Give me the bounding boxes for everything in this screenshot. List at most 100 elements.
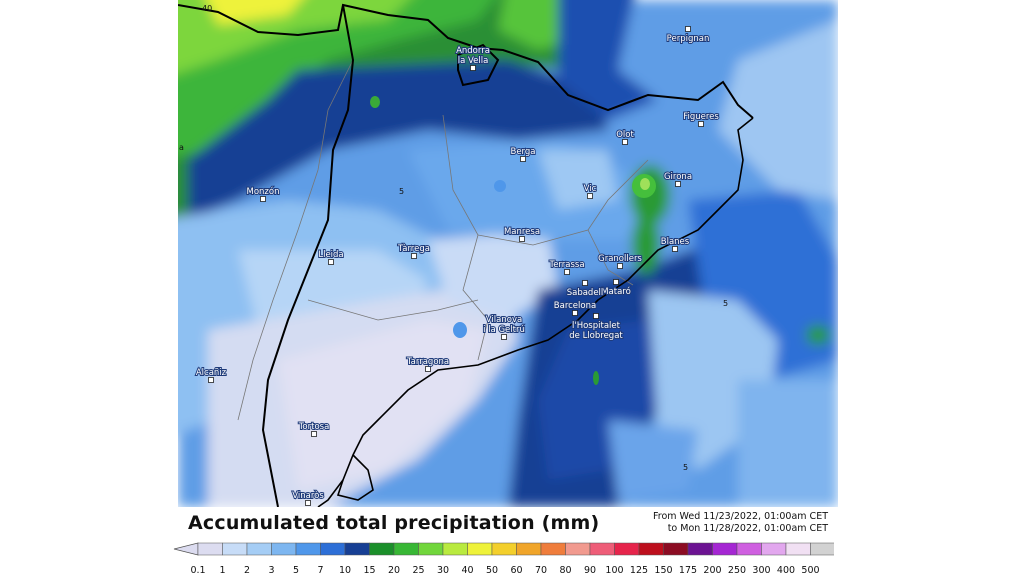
coastline: [317, 117, 754, 507]
legend-tick-label: 250: [728, 565, 746, 575]
legend-swatch: [516, 542, 542, 556]
color-legend: 0.1 1 2 3 5 7 10 15 20 25 30 40 50 60 70 80 90 100 125 150 1…: [172, 541, 859, 576]
city-label: Olot: [616, 130, 634, 140]
city-marker: Vinaròs: [291, 489, 325, 506]
legend-swatch: [565, 542, 591, 556]
legend-swatch: [810, 542, 836, 556]
legend-swatch: [320, 542, 346, 556]
city-marker: Barcelona: [553, 300, 597, 316]
city-marker: Perpignan: [666, 26, 710, 45]
legend-tick-label: 175: [679, 565, 697, 575]
legend-tick-label: 5: [293, 565, 299, 575]
city-label: Figueres: [683, 112, 719, 122]
city-label: Blanes: [661, 237, 690, 247]
city-marker: Monzón: [246, 185, 280, 202]
city-marker: Tortosa: [297, 421, 330, 437]
city-marker: Vilanova i la Geltrú: [482, 314, 526, 340]
legend-swatch: [197, 542, 223, 556]
city-markers: Perpignan Andorra la Vella Figueres Olot Berg…: [195, 26, 720, 506]
city-label: Barcelona: [554, 301, 596, 311]
legend-swatch: [271, 542, 297, 556]
legend-swatch: [442, 542, 468, 556]
legend-swatch: [344, 542, 370, 556]
contour-label: 5: [399, 187, 404, 196]
legend-tick-label: 10: [339, 565, 351, 575]
legend-tick-label: 30: [437, 565, 449, 575]
legend-swatch: [589, 542, 615, 556]
legend-tick-label: 7: [317, 565, 323, 575]
city-marker: l'Hospitalet de Llobregat: [568, 313, 624, 342]
city-label: Mataró: [601, 286, 631, 297]
legend-tick-label: 2: [244, 565, 250, 575]
legend-tick-label: 3: [268, 565, 274, 575]
precipitation-accents: [370, 96, 656, 385]
city-label: Girona: [664, 172, 692, 182]
city-marker: Berga: [509, 146, 537, 162]
legend-swatch: [638, 542, 664, 556]
legend-swatch: [491, 542, 517, 556]
city-label: Vinaròs: [292, 490, 324, 501]
legend-tick-label: 1: [219, 565, 225, 575]
city-marker: Olot: [615, 129, 635, 145]
city-label: Tortosa: [298, 422, 330, 432]
city-label: Tàrrega: [397, 244, 430, 254]
legend-tick-label: 150: [654, 565, 672, 575]
legend-tick-label: 40: [461, 565, 473, 575]
legend-tick-label: 125: [630, 565, 648, 575]
city-label: Manresa: [504, 227, 540, 237]
legend-swatch: [222, 542, 248, 556]
legend-swatch: [736, 542, 762, 556]
city-marker: Tàrrega: [396, 243, 431, 259]
legend-swatch: [295, 542, 321, 556]
legend-tick-label: 500: [801, 565, 819, 575]
legend-tick-label: 80: [559, 565, 571, 575]
city-label: Andorra la Vella: [456, 46, 490, 66]
contour-label: 5: [683, 463, 688, 472]
city-marker: Andorra la Vella: [455, 45, 491, 71]
legend-tick-label: 0.1: [190, 565, 205, 575]
city-marker: Blanes: [660, 236, 691, 252]
legend-tick-label: 50: [486, 565, 498, 575]
city-label: Berga: [510, 147, 535, 157]
city-label: Tarragona: [406, 357, 449, 367]
legend-tick-label: 90: [584, 565, 596, 575]
city-marker: Figueres: [682, 111, 720, 127]
city-marker: Mataró: [600, 279, 632, 298]
precipitation-map: 40 5 5 5 Perpignan Andorra la Vella Figueres Ol…: [178, 0, 838, 507]
time-period: From Wed 11/23/2022, 01:00am CET to Mon …: [600, 511, 828, 534]
legend-tick-label: 20: [388, 565, 400, 575]
city-label: Sabadell: [567, 288, 604, 298]
city-label: Vic: [584, 184, 597, 194]
legend-swatch: [761, 542, 787, 556]
city-label: Lleida: [318, 250, 343, 260]
contour-label: 5: [723, 299, 728, 308]
legend-swatch: [393, 542, 419, 556]
city-label: Monzón: [247, 186, 280, 197]
country-borders: [178, 3, 754, 507]
precipitation-field: [178, 0, 838, 507]
contour-label: 40: [202, 4, 212, 13]
legend-arrow-left: [173, 542, 199, 556]
city-marker: Sabadell: [566, 280, 604, 299]
legend-tick-label: 300: [752, 565, 770, 575]
legend-swatch: [663, 542, 689, 556]
legend-swatch: [540, 542, 566, 556]
legend-swatch: [614, 542, 640, 556]
legend-swatch: [369, 542, 395, 556]
legend-swatch: [785, 542, 811, 556]
edge-label: a: [179, 143, 184, 152]
legend-swatch: [687, 542, 713, 556]
city-label: l'Hospitalet de Llobregat: [569, 321, 623, 341]
city-label: Terrassa: [548, 260, 584, 270]
city-marker: Granollers: [597, 253, 643, 269]
city-marker: Manresa: [503, 226, 541, 242]
city-marker: Vic: [583, 183, 598, 199]
period-from: From Wed 11/23/2022, 01:00am CET: [653, 511, 828, 522]
legend-tick-label: 200: [703, 565, 721, 575]
city-marker: Terrassa: [547, 259, 586, 275]
contour-labels: 40 5 5 5: [202, 4, 728, 472]
city-label: Vilanova i la Geltrú: [483, 315, 525, 335]
map-title: Accumulated total precipitation (mm): [188, 512, 600, 534]
period-to: to Mon 11/28/2022, 01:00am CET: [667, 522, 828, 534]
legend-swatch: [418, 542, 444, 556]
